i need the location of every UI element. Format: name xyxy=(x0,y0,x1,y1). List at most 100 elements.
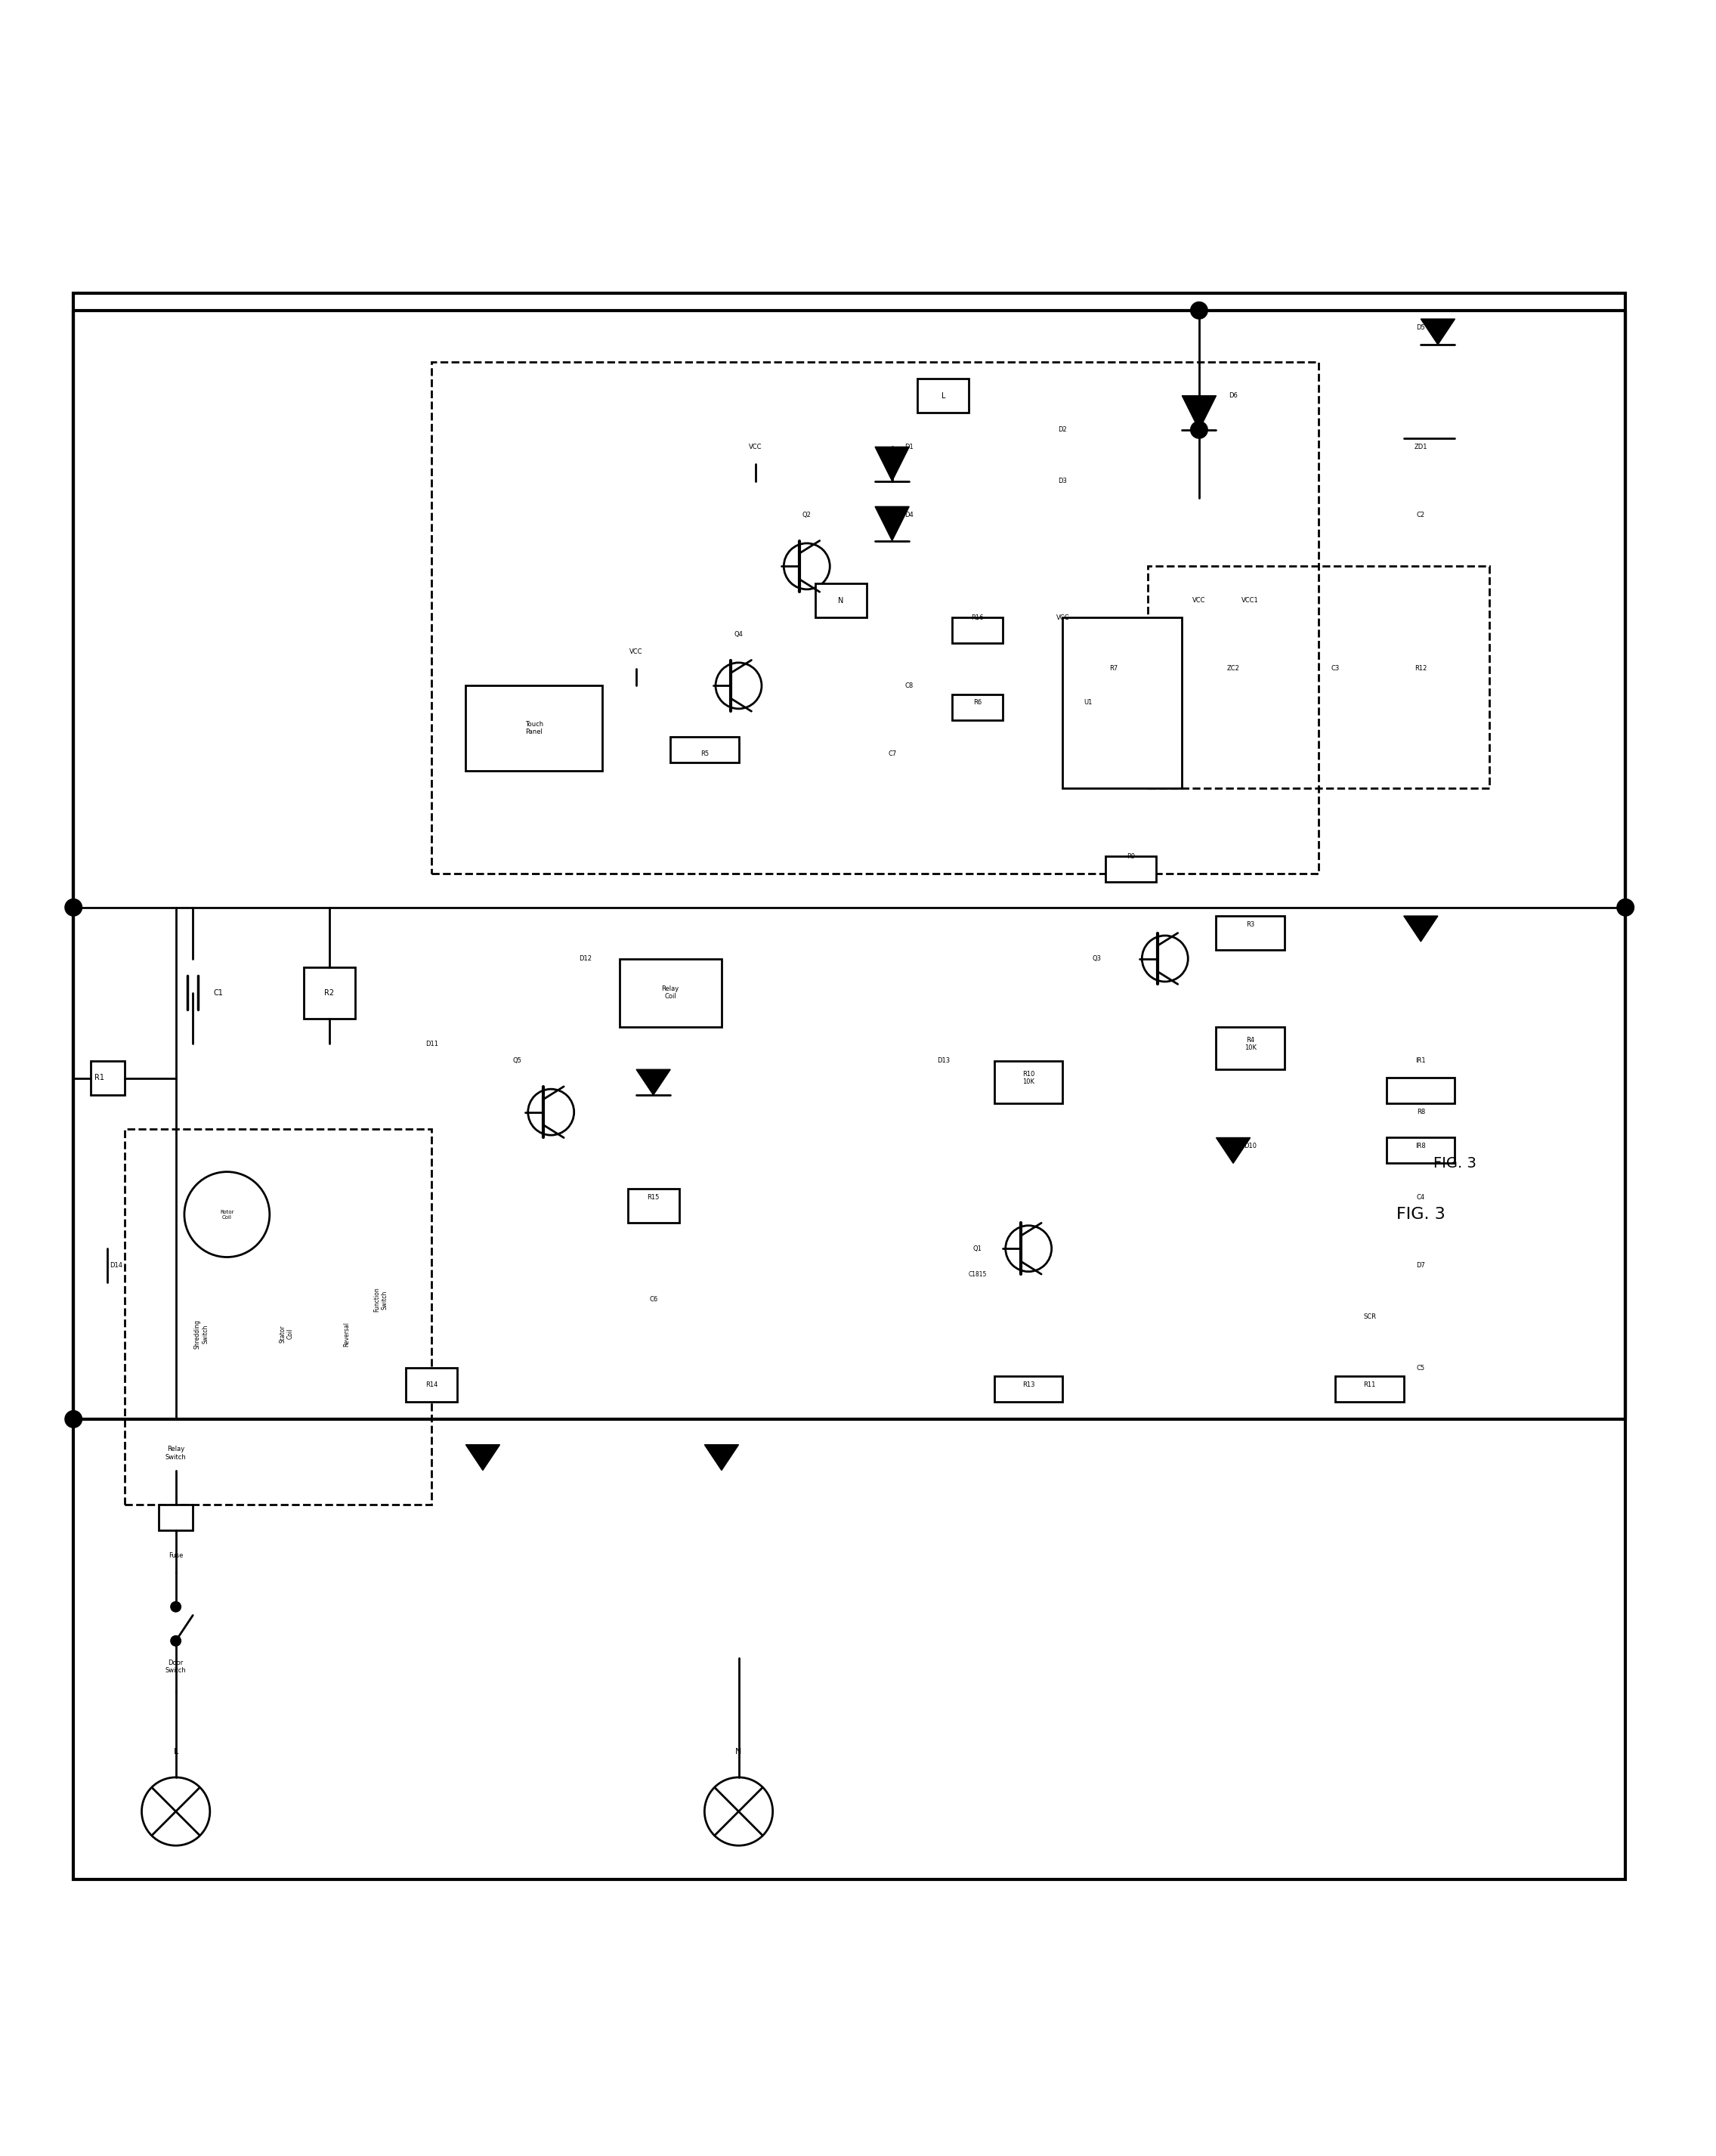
Text: R11: R11 xyxy=(1364,1382,1376,1388)
Polygon shape xyxy=(1404,916,1438,942)
Text: Reversal: Reversal xyxy=(343,1322,350,1345)
Text: Q3: Q3 xyxy=(1093,955,1102,962)
Text: C8: C8 xyxy=(904,681,913,690)
Text: Door
Switch: Door Switch xyxy=(165,1660,187,1673)
Text: D7: D7 xyxy=(1416,1261,1426,1270)
Text: R13: R13 xyxy=(1023,1382,1035,1388)
Bar xyxy=(1217,1026,1284,1069)
Text: C3: C3 xyxy=(1332,666,1340,673)
Bar xyxy=(918,379,970,412)
Text: R12: R12 xyxy=(1414,666,1428,673)
Bar xyxy=(432,362,1318,873)
Text: R5: R5 xyxy=(700,750,709,757)
Text: C6: C6 xyxy=(649,1296,657,1302)
Text: C2: C2 xyxy=(1417,511,1424,520)
Bar xyxy=(1105,856,1157,882)
Text: IR8: IR8 xyxy=(1416,1143,1426,1149)
Bar xyxy=(1387,1078,1455,1104)
Circle shape xyxy=(1191,420,1208,438)
Text: Rotor
Coil: Rotor Coil xyxy=(220,1210,233,1220)
Text: D4: D4 xyxy=(904,511,913,520)
Bar xyxy=(628,1188,680,1222)
Text: C1: C1 xyxy=(213,990,223,996)
Text: D14: D14 xyxy=(110,1261,122,1270)
Text: R14: R14 xyxy=(426,1382,438,1388)
Text: R10
10K: R10 10K xyxy=(1023,1072,1035,1084)
Text: Function
Switch: Function Switch xyxy=(372,1287,388,1313)
Text: R1: R1 xyxy=(94,1074,105,1082)
Text: D11: D11 xyxy=(426,1041,438,1048)
Bar xyxy=(1148,567,1489,789)
Text: D8: D8 xyxy=(649,1074,657,1082)
Text: N: N xyxy=(736,1749,741,1755)
Text: Stator
Coil: Stator Coil xyxy=(280,1326,293,1343)
Polygon shape xyxy=(705,1445,738,1470)
Circle shape xyxy=(65,899,82,916)
Bar xyxy=(671,737,738,763)
Circle shape xyxy=(170,1636,180,1645)
Bar xyxy=(952,617,1002,642)
Text: D13: D13 xyxy=(937,1059,949,1065)
Text: Touch
Panel: Touch Panel xyxy=(525,720,542,735)
Text: SCR: SCR xyxy=(1363,1313,1376,1319)
Text: L: L xyxy=(173,1749,178,1755)
Polygon shape xyxy=(637,1069,671,1095)
Text: Q2: Q2 xyxy=(803,511,812,520)
Text: VCC: VCC xyxy=(630,649,644,655)
Text: C7: C7 xyxy=(887,750,896,757)
Bar xyxy=(160,1505,192,1531)
Text: Q4: Q4 xyxy=(734,632,743,638)
Text: ZC2: ZC2 xyxy=(1227,666,1239,673)
Text: D6: D6 xyxy=(1229,392,1237,399)
Text: C1815: C1815 xyxy=(968,1270,987,1279)
Text: Shredding
Switch: Shredding Switch xyxy=(194,1319,209,1350)
Polygon shape xyxy=(1421,319,1455,345)
Text: R16: R16 xyxy=(971,614,983,621)
Text: R4
10K: R4 10K xyxy=(1244,1037,1256,1052)
Text: L: L xyxy=(940,392,946,399)
Text: D10: D10 xyxy=(1244,1143,1256,1149)
Polygon shape xyxy=(875,446,909,481)
Text: C4: C4 xyxy=(1417,1194,1424,1201)
Bar xyxy=(952,694,1002,720)
Text: R3: R3 xyxy=(1246,921,1254,927)
Bar xyxy=(1335,1376,1404,1401)
Text: R2: R2 xyxy=(324,990,335,996)
Text: ZD1: ZD1 xyxy=(1414,444,1428,451)
Bar xyxy=(91,1061,125,1095)
Text: IT1: IT1 xyxy=(1416,921,1426,927)
Bar xyxy=(995,1061,1062,1104)
Text: Q1: Q1 xyxy=(973,1246,982,1253)
Text: IR1: IR1 xyxy=(1416,1059,1426,1065)
Text: ZD2: ZD2 xyxy=(716,1449,728,1457)
Text: VCC: VCC xyxy=(1193,597,1206,604)
Bar xyxy=(1062,617,1182,789)
Text: Fuse: Fuse xyxy=(168,1552,184,1559)
Text: D2: D2 xyxy=(1059,427,1067,433)
Text: Relay
Switch: Relay Switch xyxy=(165,1447,187,1460)
Bar xyxy=(465,686,602,772)
Text: Q5: Q5 xyxy=(513,1059,522,1065)
Circle shape xyxy=(170,1602,180,1613)
Polygon shape xyxy=(1217,1138,1251,1164)
Bar xyxy=(619,959,721,1026)
Bar xyxy=(304,968,355,1018)
Bar xyxy=(1217,916,1284,951)
Text: R6: R6 xyxy=(973,699,982,707)
Text: R7: R7 xyxy=(1110,666,1119,673)
Text: FIG. 3: FIG. 3 xyxy=(1433,1156,1476,1171)
Text: D12: D12 xyxy=(578,955,592,962)
Text: VCC: VCC xyxy=(750,444,762,451)
Bar xyxy=(995,1376,1062,1401)
Bar xyxy=(125,1130,432,1505)
Polygon shape xyxy=(875,507,909,541)
Text: D5: D5 xyxy=(1416,323,1426,330)
Polygon shape xyxy=(1182,397,1217,429)
Bar xyxy=(407,1367,456,1401)
Circle shape xyxy=(1616,899,1634,916)
Bar xyxy=(815,584,867,617)
Text: D1: D1 xyxy=(904,444,913,451)
Text: VCC1: VCC1 xyxy=(1242,597,1260,604)
Circle shape xyxy=(1191,302,1208,319)
Text: VCC: VCC xyxy=(1055,614,1069,621)
